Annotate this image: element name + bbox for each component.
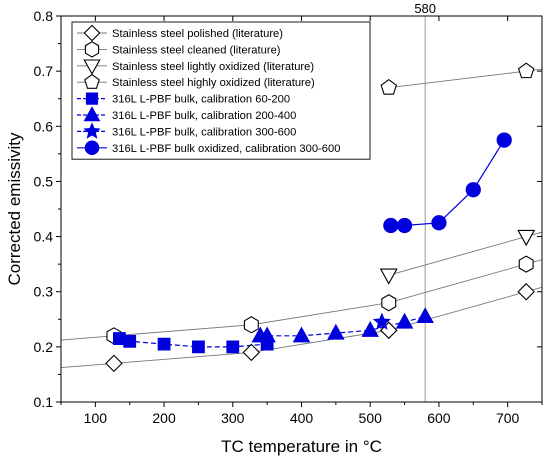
series-line-2	[388, 231, 542, 276]
data-point-s0-3	[517, 282, 535, 301]
data-point-s5-6	[416, 307, 434, 324]
data-point-s4-1	[123, 334, 137, 348]
data-point-s7-1	[396, 217, 413, 234]
data-point-s3-0	[380, 79, 398, 95]
x-tick-label: 600	[427, 410, 451, 426]
legend-label: 316L L-PBF bulk oxidized, calibration 30…	[112, 143, 340, 155]
legend: Stainless steel polished (literature) Sta…	[71, 21, 371, 160]
series-markers	[105, 62, 536, 373]
data-point-s5-2	[292, 326, 311, 343]
legend-box	[71, 21, 371, 160]
data-point-s4-4	[226, 340, 240, 354]
y-axis-title: Corrected emissivity	[5, 132, 24, 286]
data-point-s7-4	[496, 132, 512, 148]
legend-marker-1	[84, 41, 100, 58]
data-point-s2-0	[379, 268, 398, 285]
legend-marker-2	[83, 59, 101, 76]
x-tick-label: 400	[290, 410, 314, 426]
data-point-s2-1	[517, 229, 536, 247]
data-point-s1-2	[381, 294, 397, 312]
data-point-s5-1	[258, 326, 276, 343]
legend-label: Stainless steel lightly oxidized (litera…	[112, 61, 314, 73]
series-line-3	[388, 68, 542, 89]
y-tick-label: 0.1	[34, 394, 54, 410]
x-axis-title: TC temperature in °C	[221, 437, 382, 456]
x-tick-label: 500	[359, 410, 383, 426]
data-point-s0-1	[242, 343, 261, 362]
x-tick-label: 200	[152, 410, 176, 426]
data-point-s1-3	[518, 255, 534, 273]
legend-marker-4	[85, 92, 99, 105]
data-point-s7-2	[431, 215, 447, 231]
y-tick-label: 0.6	[34, 118, 54, 134]
data-point-s1-1	[243, 316, 259, 334]
data-point-s5-5	[395, 312, 414, 329]
data-point-s5-3	[327, 323, 345, 340]
data-point-s0-0	[105, 354, 123, 373]
legend-marker-7	[84, 140, 100, 156]
y-tick-label: 0.7	[34, 63, 54, 79]
legend-label: Stainless steel polished (literature)	[112, 28, 283, 40]
data-point-s7-3	[465, 182, 481, 198]
y-tick-label: 0.4	[34, 229, 54, 245]
y-tick-label: 0.2	[34, 339, 54, 355]
legend-marker-3	[84, 73, 100, 89]
data-point-s4-2	[157, 337, 171, 351]
legend-label: 316L L-PBF bulk, calibration 300-600	[112, 126, 296, 138]
annotation-label: 580	[414, 1, 436, 16]
y-tick-label: 0.5	[34, 173, 54, 189]
y-tick-label: 0.8	[34, 8, 54, 24]
legend-label: 316L L-PBF bulk, calibration 60-200	[112, 94, 290, 106]
y-tick-label: 0.3	[34, 284, 54, 300]
legend-label: Stainless steel cleaned (literature)	[112, 44, 281, 56]
data-point-s6-0	[372, 312, 391, 330]
x-tick-label: 100	[84, 410, 108, 426]
legend-label: 316L L-PBF bulk, calibration 200-400	[112, 110, 296, 122]
legend-marker-5	[83, 106, 101, 122]
data-point-s7-0	[383, 217, 399, 234]
legend-marker-6	[83, 122, 101, 139]
data-point-s3-1	[517, 62, 535, 79]
data-point-s5-4	[361, 320, 379, 337]
x-tick-label: 300	[221, 410, 245, 426]
legend-label: Stainless steel highly oxidized (literat…	[112, 77, 315, 89]
data-point-s4-3	[192, 340, 205, 354]
legend-marker-0	[83, 24, 101, 42]
series-line-7	[390, 139, 505, 227]
x-tick-label: 700	[496, 410, 520, 426]
